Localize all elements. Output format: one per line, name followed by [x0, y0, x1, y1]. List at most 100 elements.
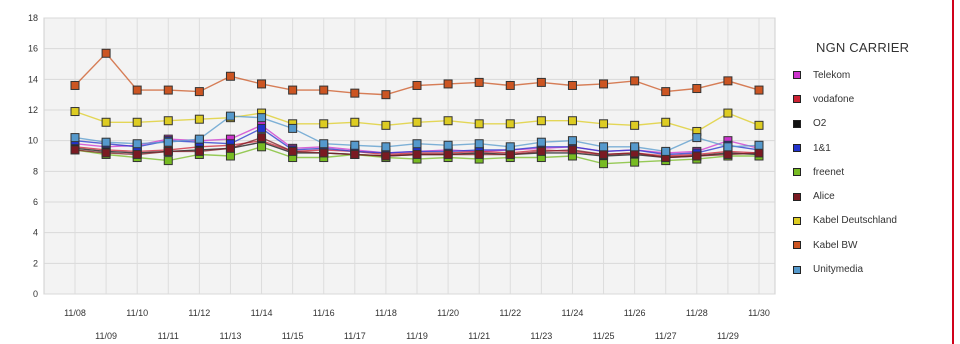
x-tick-label: 11/29 [717, 331, 739, 341]
data-point [723, 142, 733, 152]
data-point [630, 157, 640, 167]
data-point [257, 123, 267, 133]
data-point [723, 149, 733, 159]
data-point [225, 71, 235, 81]
y-tick-label: 8 [33, 166, 38, 176]
data-point [288, 123, 298, 133]
data-point [163, 137, 173, 147]
data-point [163, 85, 173, 95]
legend-item: Alice [790, 184, 955, 208]
y-tick-label: 16 [28, 44, 38, 54]
data-point [505, 142, 515, 152]
data-point [319, 119, 329, 129]
x-tick-label: 11/15 [282, 331, 304, 341]
legend-swatch [793, 71, 801, 80]
data-point [443, 79, 453, 89]
legend-label: Kabel BW [813, 239, 858, 251]
data-point [101, 117, 111, 127]
data-point [567, 116, 577, 126]
data-point [288, 146, 298, 156]
data-point [754, 140, 764, 150]
x-tick-label: 11/12 [188, 308, 210, 318]
series-markers [70, 48, 764, 169]
legend-swatch [793, 192, 801, 201]
data-point [163, 146, 173, 156]
legend-label: freenet [813, 166, 845, 178]
data-point [505, 149, 515, 159]
data-point [443, 149, 453, 159]
data-point [474, 149, 484, 159]
legend-item: Unitymedia [790, 257, 955, 281]
legend-swatch [793, 265, 801, 274]
legend-label: Kabel Deutschland [813, 215, 897, 227]
y-axis-ticks: 0 2 4 6 8 10 12 14 16 18 [28, 13, 38, 299]
legend-label: Telekom [813, 69, 851, 81]
legend-swatch [793, 168, 801, 177]
data-point [319, 139, 329, 149]
data-point [661, 146, 671, 156]
x-tick-label: 11/16 [313, 308, 335, 318]
data-point [567, 80, 577, 90]
data-point [692, 133, 702, 143]
data-point [163, 156, 173, 166]
data-point [101, 48, 111, 58]
x-tick-label: 11/14 [251, 308, 273, 318]
data-point [505, 119, 515, 129]
data-point [599, 159, 609, 169]
x-tick-label: 11/30 [748, 308, 770, 318]
data-point [70, 145, 80, 155]
legend: NGN CARRIER Telekom vodafone O2 1&1 freenet A… [790, 40, 955, 282]
legend-swatch [793, 144, 801, 153]
data-point [474, 119, 484, 129]
legend-swatch [793, 241, 801, 250]
x-tick-label: 11/20 [437, 308, 459, 318]
data-point [754, 85, 764, 95]
data-point [257, 79, 267, 89]
y-tick-label: 18 [28, 13, 38, 23]
y-tick-label: 12 [28, 105, 38, 115]
legend-swatch [793, 216, 801, 225]
data-point [630, 120, 640, 130]
data-point [194, 134, 204, 144]
data-point [194, 87, 204, 97]
line-chart: 0 2 4 6 8 10 12 14 16 18 11/08 11/09 11/10 11/11 11/1… [28, 13, 776, 341]
legend-item: Telekom [790, 63, 955, 87]
data-point [474, 77, 484, 87]
x-tick-label: 11/08 [64, 308, 86, 318]
data-point [70, 133, 80, 143]
data-point [723, 108, 733, 118]
legend-label: O2 [813, 118, 827, 130]
legend-items: Telekom vodafone O2 1&1 freenet Alice Kabel De… [790, 63, 955, 282]
data-point [350, 140, 360, 150]
data-point [412, 117, 422, 127]
right-border-line [952, 0, 954, 344]
data-point [536, 146, 546, 156]
data-point [536, 116, 546, 126]
x-tick-label: 11/26 [624, 308, 646, 318]
x-tick-label: 11/24 [562, 308, 584, 318]
x-tick-label: 11/19 [406, 331, 428, 341]
data-point [599, 142, 609, 152]
data-point [692, 84, 702, 94]
data-point [194, 114, 204, 124]
legend-item: freenet [790, 160, 955, 184]
y-tick-label: 10 [28, 136, 38, 146]
data-point [723, 76, 733, 86]
data-point [754, 120, 764, 130]
data-point [350, 149, 360, 159]
data-point [412, 139, 422, 149]
data-point [257, 142, 267, 152]
x-tick-label: 11/11 [158, 331, 179, 341]
data-point [381, 90, 391, 100]
data-point [474, 139, 484, 149]
data-point [70, 80, 80, 90]
data-point [505, 80, 515, 90]
data-point [661, 87, 671, 97]
x-tick-label: 11/09 [95, 331, 117, 341]
data-point [412, 80, 422, 90]
data-point [381, 120, 391, 130]
data-point [163, 116, 173, 126]
legend-label: Unitymedia [813, 264, 864, 276]
y-tick-label: 14 [28, 74, 38, 84]
data-point [319, 85, 329, 95]
